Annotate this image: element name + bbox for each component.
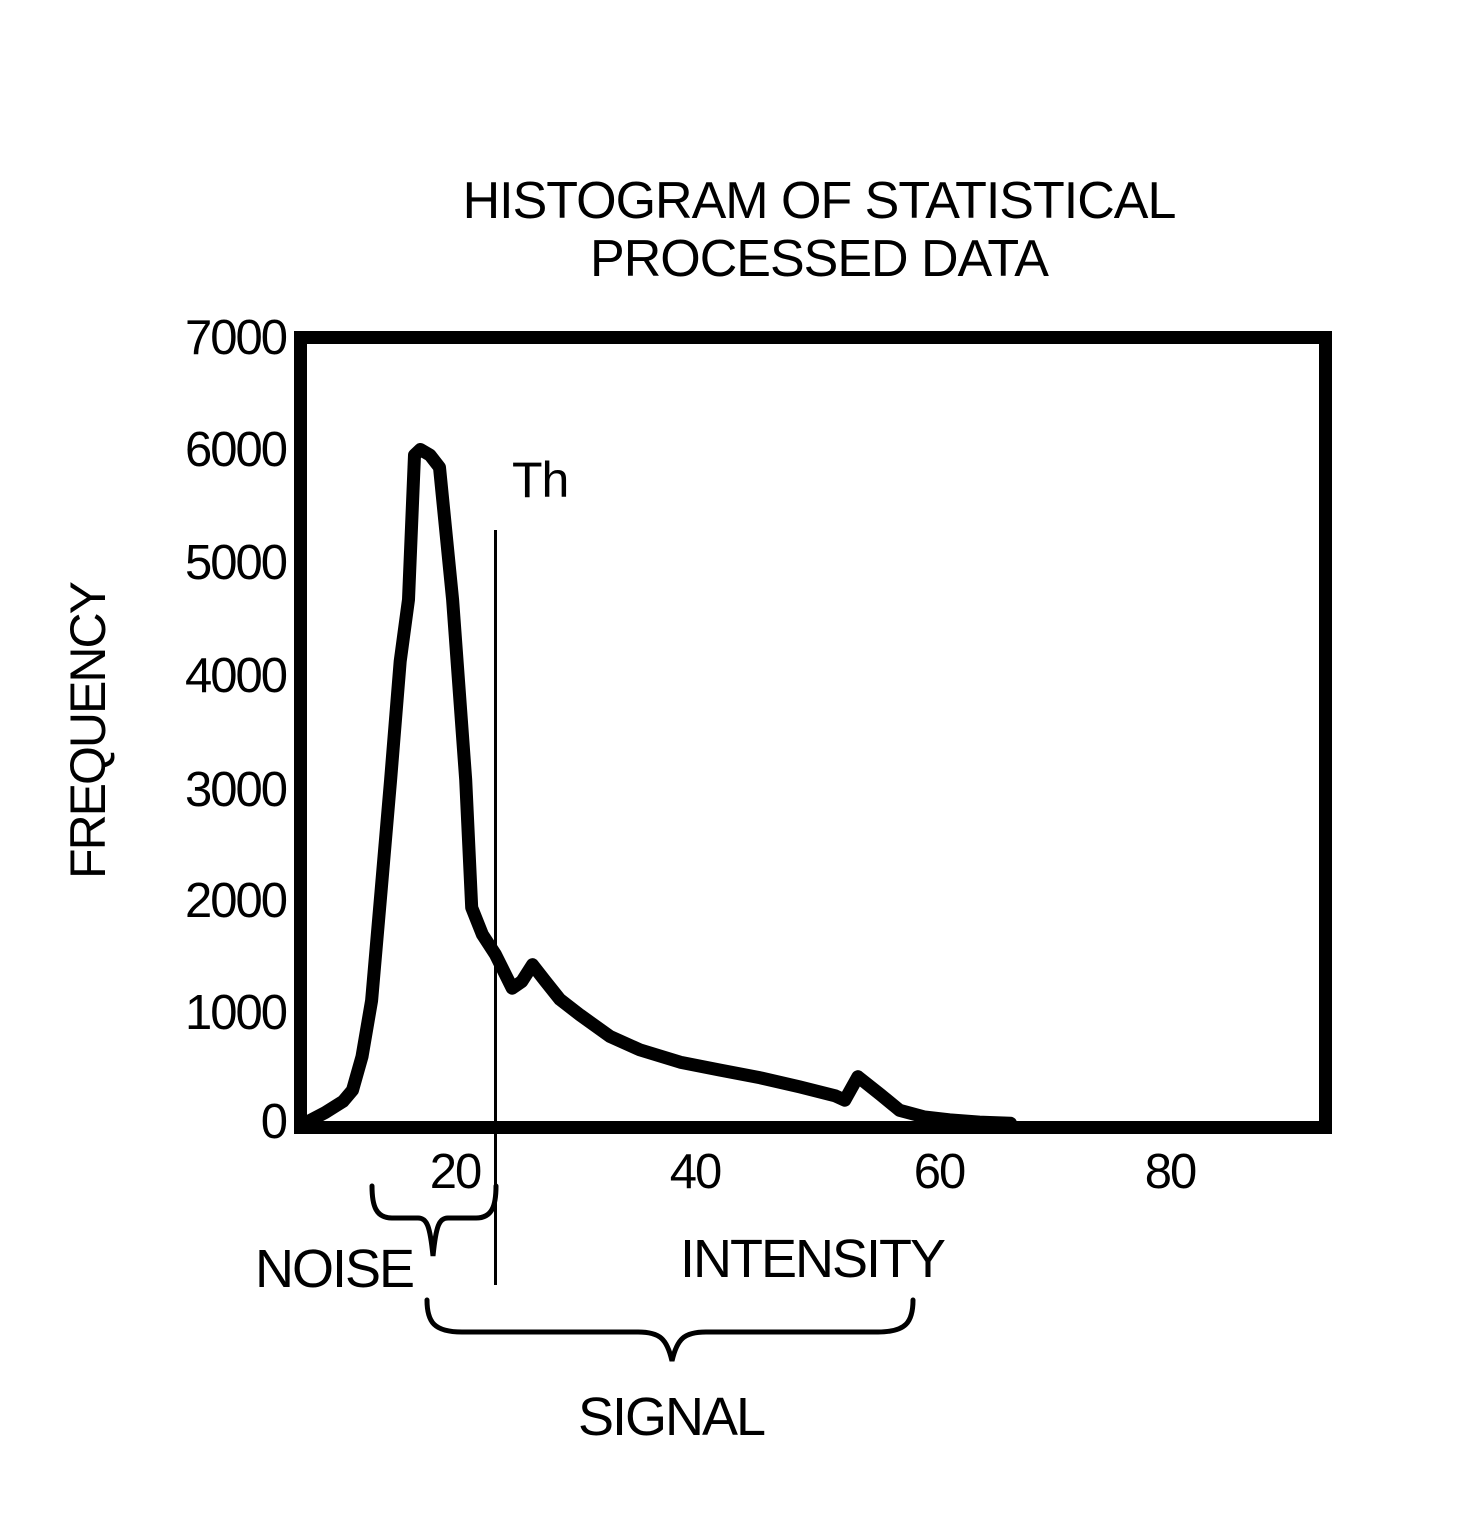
x-tick-label-20: 20 bbox=[429, 1145, 483, 1199]
noise-label: NOISE bbox=[254, 1239, 415, 1299]
chart-title: HISTOGRAM OF STATISTICAL PROCESSED DATA bbox=[369, 172, 1269, 288]
noise-brace bbox=[369, 1183, 499, 1257]
signal-brace bbox=[424, 1297, 916, 1362]
y-tick-label-6000: 6000 bbox=[184, 423, 288, 477]
y-tick-label-2000: 2000 bbox=[184, 874, 288, 928]
histogram-curve bbox=[299, 443, 1017, 1130]
x-axis-title: INTENSITY bbox=[679, 1229, 946, 1289]
y-tick-label-7000: 7000 bbox=[184, 311, 288, 365]
y-tick-label-4000: 4000 bbox=[184, 649, 288, 703]
y-tick-label-0: 0 bbox=[260, 1095, 288, 1149]
threshold-label: Th bbox=[512, 452, 569, 508]
plot-frame bbox=[294, 331, 1332, 1134]
x-tick-label-80: 80 bbox=[1144, 1145, 1198, 1199]
signal-label: SIGNAL bbox=[577, 1387, 766, 1447]
x-tick-label-40: 40 bbox=[669, 1145, 723, 1199]
x-tick-label-60: 60 bbox=[913, 1145, 967, 1199]
y-tick-label-3000: 3000 bbox=[184, 763, 288, 817]
chart-title-line-2: PROCESSED DATA bbox=[590, 230, 1049, 288]
chart-title-line-1: HISTOGRAM OF STATISTICAL bbox=[462, 172, 1177, 230]
y-tick-label-5000: 5000 bbox=[184, 536, 288, 590]
y-tick-label-1000: 1000 bbox=[184, 986, 288, 1040]
